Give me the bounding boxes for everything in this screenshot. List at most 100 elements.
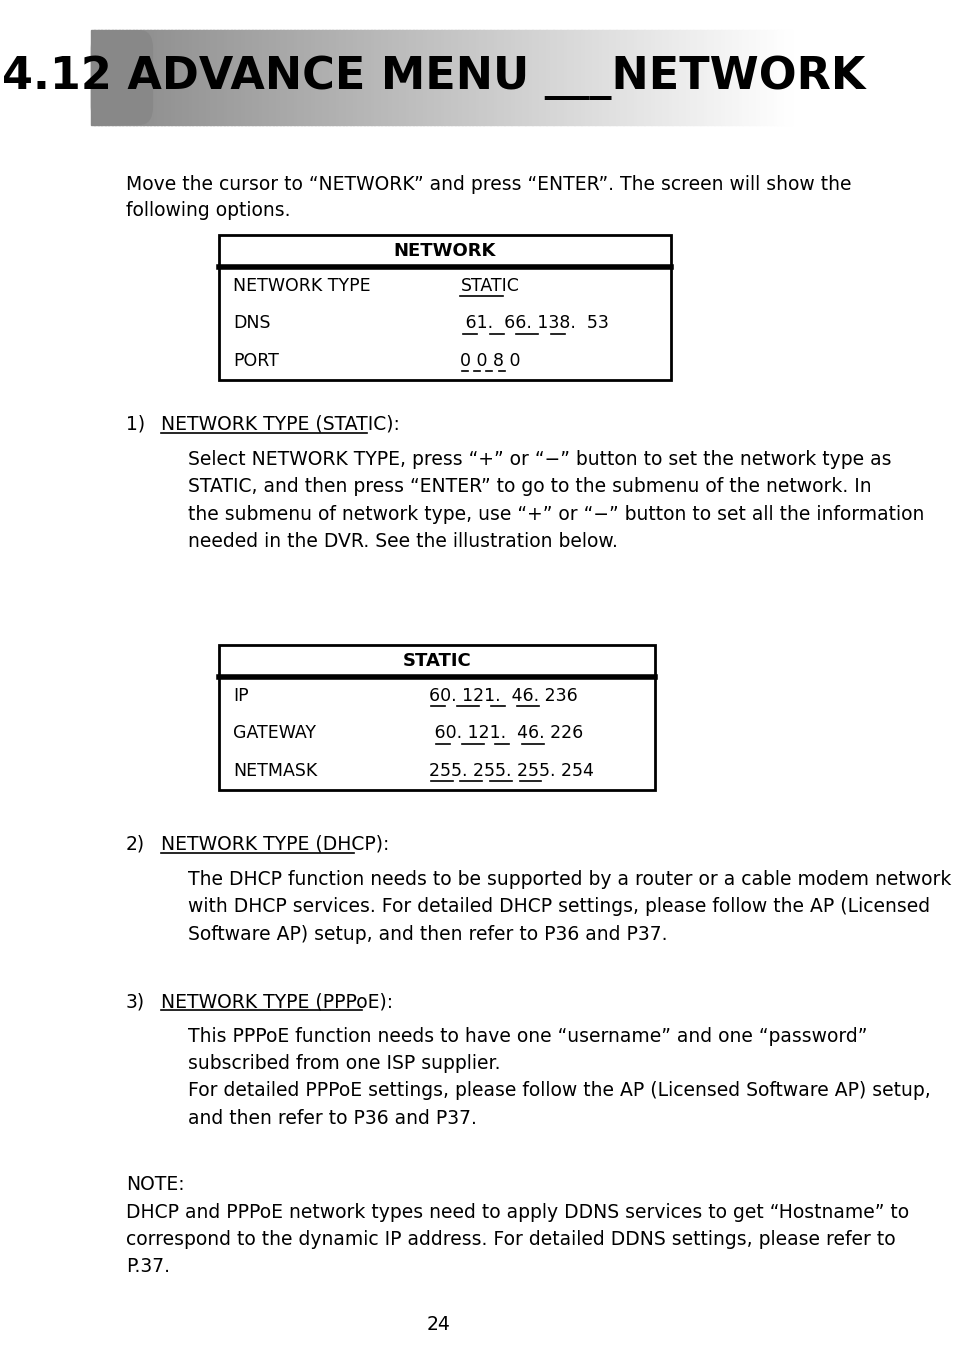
Bar xyxy=(556,30,560,126)
Bar xyxy=(231,30,234,126)
Bar xyxy=(269,30,274,126)
Bar xyxy=(385,30,389,126)
Bar xyxy=(731,30,735,126)
Bar xyxy=(479,30,483,126)
Bar xyxy=(762,30,766,126)
Bar xyxy=(356,30,361,126)
Bar xyxy=(605,30,609,126)
Bar xyxy=(542,30,546,126)
Bar xyxy=(639,30,644,126)
Text: NETMASK: NETMASK xyxy=(233,762,317,780)
Bar xyxy=(143,30,148,126)
Bar xyxy=(601,30,606,126)
Text: 3): 3) xyxy=(126,992,145,1011)
Bar xyxy=(262,30,267,126)
Bar xyxy=(787,30,791,126)
Bar xyxy=(234,30,238,126)
Bar xyxy=(608,30,613,126)
Bar xyxy=(595,30,598,126)
Bar xyxy=(374,30,378,126)
Bar xyxy=(219,644,655,790)
Bar xyxy=(538,30,543,126)
Bar xyxy=(339,30,343,126)
Bar xyxy=(738,30,742,126)
Bar xyxy=(503,30,508,126)
Bar xyxy=(654,30,659,126)
Bar xyxy=(769,30,774,126)
Bar xyxy=(182,30,186,126)
Bar xyxy=(219,235,670,380)
Bar xyxy=(153,30,158,126)
Bar xyxy=(147,30,151,126)
Bar xyxy=(616,30,619,126)
Bar xyxy=(276,30,280,126)
FancyBboxPatch shape xyxy=(91,30,152,126)
Bar xyxy=(783,30,787,126)
Bar xyxy=(304,30,309,126)
Bar xyxy=(493,30,497,126)
Bar xyxy=(423,30,427,126)
Text: STATIC: STATIC xyxy=(460,277,518,295)
Text: NETWORK TYPE (DHCP):: NETWORK TYPE (DHCP): xyxy=(161,835,389,854)
Bar xyxy=(618,30,623,126)
Bar xyxy=(679,30,682,126)
Text: NETWORK TYPE: NETWORK TYPE xyxy=(233,277,371,295)
Text: NETWORK TYPE (PPPoE):: NETWORK TYPE (PPPoE): xyxy=(161,992,393,1011)
Bar xyxy=(255,30,259,126)
Bar xyxy=(773,30,777,126)
Bar xyxy=(455,30,458,126)
Bar xyxy=(661,30,665,126)
Bar xyxy=(308,30,312,126)
Bar xyxy=(213,30,217,126)
Bar xyxy=(220,30,224,126)
Bar xyxy=(203,30,207,126)
Bar xyxy=(105,30,109,126)
Bar xyxy=(402,30,406,126)
Bar xyxy=(273,30,277,126)
Bar xyxy=(700,30,703,126)
Bar xyxy=(720,30,724,126)
Bar xyxy=(227,30,232,126)
Bar xyxy=(311,30,315,126)
Bar xyxy=(511,30,515,126)
Text: NETWORK: NETWORK xyxy=(394,242,496,259)
Bar xyxy=(430,30,435,126)
Bar xyxy=(199,30,203,126)
Bar xyxy=(329,30,333,126)
Bar xyxy=(248,30,253,126)
Bar xyxy=(437,30,441,126)
Bar xyxy=(115,30,119,126)
Bar xyxy=(440,30,445,126)
Bar xyxy=(283,30,288,126)
Bar xyxy=(685,30,690,126)
Bar xyxy=(682,30,686,126)
Text: 255. 255. 255. 254: 255. 255. 255. 254 xyxy=(429,762,594,780)
Bar xyxy=(172,30,175,126)
Bar xyxy=(140,30,144,126)
Bar xyxy=(185,30,190,126)
Bar xyxy=(458,30,462,126)
Bar xyxy=(524,30,529,126)
Bar xyxy=(290,30,294,126)
Bar xyxy=(210,30,213,126)
Bar xyxy=(388,30,393,126)
Bar xyxy=(650,30,655,126)
Text: 4.12 ADVANCE MENU ___NETWORK: 4.12 ADVANCE MENU ___NETWORK xyxy=(2,55,864,100)
Bar xyxy=(570,30,575,126)
Bar xyxy=(130,30,133,126)
Bar xyxy=(151,30,154,126)
Text: The DHCP function needs to be supported by a router or a cable modem network
wit: The DHCP function needs to be supported … xyxy=(188,870,950,943)
Bar xyxy=(381,30,385,126)
Bar xyxy=(717,30,721,126)
Bar xyxy=(574,30,578,126)
Bar xyxy=(727,30,732,126)
Bar xyxy=(472,30,476,126)
Bar xyxy=(668,30,672,126)
Bar xyxy=(335,30,340,126)
Bar xyxy=(174,30,179,126)
Bar xyxy=(559,30,564,126)
Bar xyxy=(377,30,382,126)
Bar xyxy=(633,30,638,126)
Bar xyxy=(629,30,634,126)
Bar xyxy=(469,30,473,126)
